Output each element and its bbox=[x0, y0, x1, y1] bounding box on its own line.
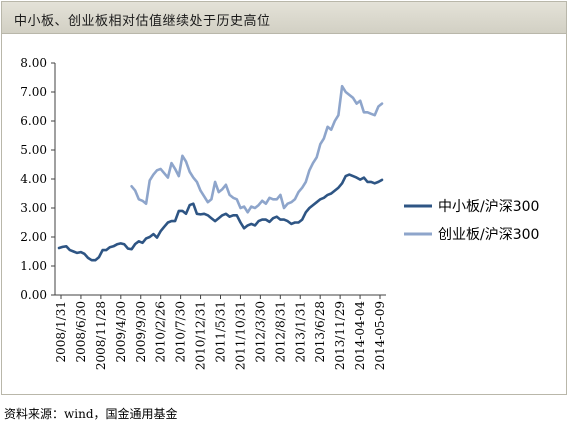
chart-panel: 0.00 1.00 2.00 3.00 4.00 5.00 6.00 7.00 8.00 2008… bbox=[1, 34, 567, 395]
y-tick-label: 2.00 bbox=[20, 230, 47, 244]
y-tick-label: 6.00 bbox=[20, 114, 47, 128]
x-tick-label: 2014-05-09 bbox=[373, 301, 387, 370]
chart-title: 中小板、创业板相对估值继续处于历史高位 bbox=[14, 14, 271, 29]
x-tick-label: 2012/8/31 bbox=[273, 301, 287, 363]
x-tick-label: 2008/6/30 bbox=[74, 301, 88, 363]
x-tick-label: 2012/3/30 bbox=[253, 301, 267, 363]
chart-svg: 0.00 1.00 2.00 3.00 4.00 5.00 6.00 7.00 8.00 2008… bbox=[20, 56, 539, 371]
y-tick-label: 4.00 bbox=[20, 172, 47, 186]
x-tick-label: 2010/12/31 bbox=[194, 301, 208, 370]
y-tick-label: 0.00 bbox=[20, 288, 47, 302]
series-line-1 bbox=[57, 173, 384, 262]
legend-label-1: 中小板/沪深300 bbox=[438, 199, 539, 215]
y-tick-label: 7.00 bbox=[20, 85, 47, 99]
title-bar: 中小板、创业板相对估值继续处于历史高位 bbox=[1, 1, 567, 34]
y-tick-label: 8.00 bbox=[20, 56, 47, 70]
x-tick-label: 2011/10/31 bbox=[233, 301, 247, 370]
series-line-2 bbox=[130, 84, 384, 214]
x-tick-label: 2011/5/31 bbox=[214, 301, 228, 363]
x-tick-label: 2014-04-04 bbox=[353, 301, 367, 371]
y-tick-label: 5.00 bbox=[20, 143, 47, 157]
y-tick-label: 3.00 bbox=[20, 201, 47, 215]
source-note: 资料来源：wind，国金通用基金 bbox=[4, 407, 178, 421]
x-tick-label: 2008/1/31 bbox=[54, 301, 68, 363]
x-tick-label: 2009/4/30 bbox=[114, 301, 128, 363]
x-tick-label: 2013/6/28 bbox=[313, 301, 327, 363]
x-tick-label: 2013/1/31 bbox=[293, 301, 307, 363]
x-tick-label: 2009/9/30 bbox=[134, 301, 148, 363]
x-tick-label: 2010/2/26 bbox=[154, 301, 168, 363]
x-tick-label: 2008/11/28 bbox=[94, 301, 108, 370]
x-tick-label: 2010/7/30 bbox=[174, 301, 188, 363]
legend-label-2: 创业板/沪深300 bbox=[438, 227, 539, 243]
x-tick-label: 2013/11/29 bbox=[333, 301, 347, 370]
y-tick-label: 1.00 bbox=[20, 259, 47, 273]
